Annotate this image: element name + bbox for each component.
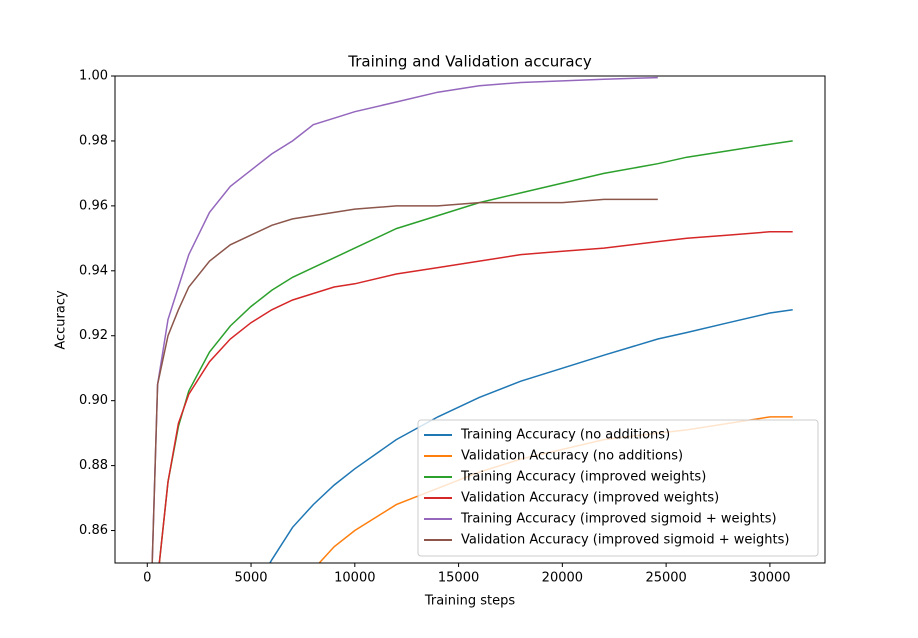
series-line (269, 309, 793, 563)
plot-frame (114, 75, 826, 564)
series-line (158, 231, 793, 563)
x-axis-label: Training steps (424, 594, 516, 609)
x-tick-label: 15000 (438, 571, 479, 586)
legend-label: Validation Accuracy (improved sigmoid + … (461, 533, 789, 548)
x-tick-label: 20000 (542, 571, 583, 586)
series-line (158, 140, 793, 563)
y-tick-label: 0.96 (79, 198, 108, 213)
legend-label: Validation Accuracy (no additions) (461, 449, 683, 464)
x-tick-label: 10000 (334, 571, 375, 586)
chart-title: Training and Validation accuracy (347, 53, 592, 71)
x-tick-label: 0 (143, 571, 151, 586)
y-tick-label: 0.98 (79, 133, 108, 148)
x-tick-label: 25000 (645, 571, 686, 586)
legend-label: Training Accuracy (no additions) (460, 428, 670, 443)
y-tick-label: 0.94 (79, 263, 108, 278)
y-tick-label: 0.86 (79, 523, 108, 538)
y-axis-label: Accuracy (54, 290, 69, 350)
y-tick-label: 1.00 (79, 69, 108, 84)
legend-label: Training Accuracy (improved weights) (460, 470, 706, 485)
y-tick-label: 0.90 (79, 393, 108, 408)
x-tick-label: 5000 (234, 571, 267, 586)
series-line (151, 76, 658, 563)
legend-label: Validation Accuracy (improved weights) (461, 491, 719, 506)
y-tick-label: 0.88 (79, 458, 108, 473)
legend-box (417, 419, 819, 557)
y-tick-label: 0.92 (79, 328, 108, 343)
x-tick-label: 30000 (749, 571, 790, 586)
legend-label: Training Accuracy (improved sigmoid + we… (460, 512, 777, 527)
series-line (151, 198, 658, 563)
